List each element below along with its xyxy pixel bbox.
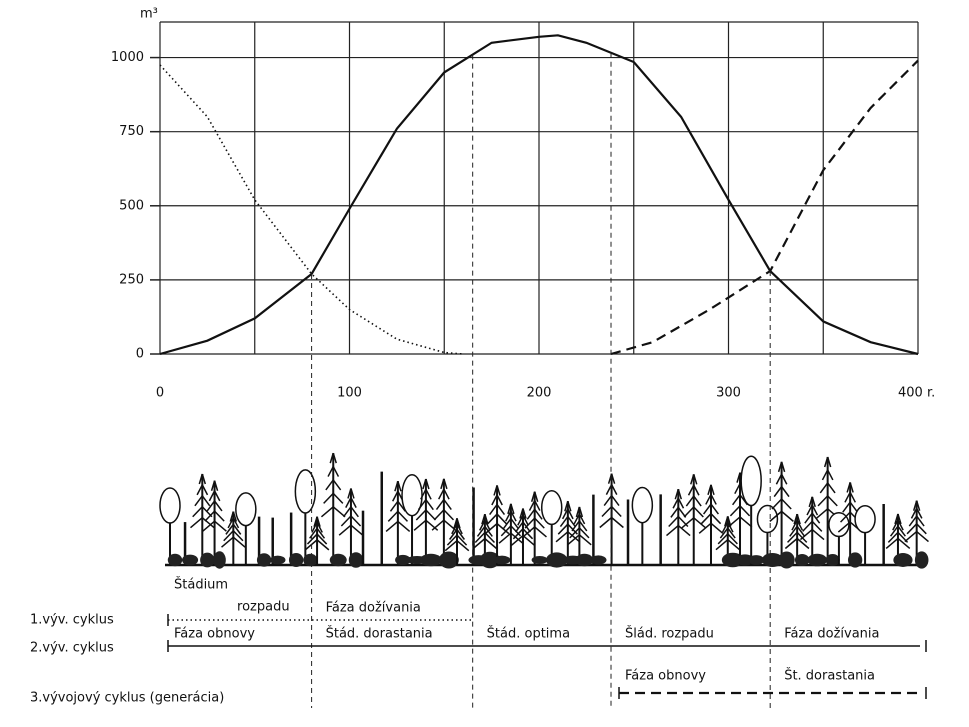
undergrowth xyxy=(546,552,568,568)
x-tick-label: 300 xyxy=(716,386,741,401)
conifer-crown xyxy=(681,474,707,529)
undergrowth xyxy=(167,553,183,567)
series-line xyxy=(610,59,919,356)
y-axis-label: m³ xyxy=(140,7,158,22)
undergrowth xyxy=(213,551,226,569)
undergrowth xyxy=(914,551,929,569)
undergrowth xyxy=(256,553,272,567)
undergrowth xyxy=(479,551,501,569)
phase-label: Šlád. rozpadu xyxy=(625,626,714,642)
series-line xyxy=(159,34,919,356)
phase-label: rozpadu xyxy=(237,600,290,615)
phase-label: Fáza obnovy xyxy=(625,669,706,684)
undergrowth xyxy=(200,552,215,568)
conifer-crown xyxy=(202,480,227,532)
deciduous-crown xyxy=(235,492,257,527)
x-tick-label: 400 r. xyxy=(898,386,935,401)
cycle-label: 1.výv. cyklus xyxy=(30,613,114,628)
undergrowth xyxy=(736,554,754,566)
phase-label: Štádium xyxy=(174,577,228,593)
undergrowth xyxy=(531,555,548,565)
conifer-crown xyxy=(599,473,624,529)
cycle-label: 2.výv. cyklus xyxy=(30,641,114,656)
deciduous-crown xyxy=(854,504,876,534)
undergrowth xyxy=(181,554,199,566)
y-tick-label: 500 xyxy=(119,198,144,213)
phase-label: Št. dorastania xyxy=(784,668,875,684)
deciduous-crown xyxy=(159,487,181,524)
undergrowth xyxy=(348,552,364,568)
y-tick-label: 750 xyxy=(119,124,144,139)
y-tick-label: 250 xyxy=(119,272,144,287)
undergrowth xyxy=(825,554,840,566)
phase-label: Fáza dožívania xyxy=(326,601,421,616)
deciduous-crown xyxy=(756,504,779,534)
conifer-crown xyxy=(769,461,794,522)
x-tick-label: 100 xyxy=(337,386,362,401)
x-tick-label: 200 xyxy=(527,386,552,401)
undergrowth xyxy=(761,553,783,567)
conifer-crown xyxy=(413,478,439,531)
y-tick-label: 0 xyxy=(136,347,144,362)
conifer-crown xyxy=(338,488,364,536)
undergrowth xyxy=(575,553,594,567)
conifer-crown xyxy=(666,488,691,537)
conifer-crown xyxy=(885,513,911,550)
undergrowth xyxy=(778,551,795,569)
phase-label: Fáza dožívania xyxy=(784,627,879,642)
conifer-crown xyxy=(320,452,346,518)
conifer-crown xyxy=(715,516,741,551)
deciduous-crown xyxy=(631,486,654,524)
conifer-crown xyxy=(567,506,592,546)
conifer-crown xyxy=(815,456,840,520)
undergrowth xyxy=(419,553,442,567)
conifer-crown xyxy=(522,491,547,538)
series-line xyxy=(159,64,464,355)
conifer-crown xyxy=(221,511,246,548)
cycle-label: 3.vývojový cyklus (generácia) xyxy=(30,691,224,706)
y-tick-label: 1000 xyxy=(111,50,144,65)
undergrowth xyxy=(303,553,318,567)
conifer-crown xyxy=(904,500,929,543)
undergrowth xyxy=(721,552,744,568)
undergrowth xyxy=(893,553,913,567)
phase-label: Štád. dorastania xyxy=(326,626,433,642)
undergrowth xyxy=(847,552,863,568)
undergrowth xyxy=(438,551,459,569)
undergrowth xyxy=(807,553,827,567)
conifer-crown xyxy=(190,473,215,529)
phase-label: Štád. optima xyxy=(487,626,570,642)
deciduous-crown xyxy=(294,469,317,514)
phase-label: Fáza obnovy xyxy=(174,627,255,642)
conifer-crown xyxy=(484,485,510,535)
undergrowth xyxy=(794,553,810,567)
undergrowth xyxy=(269,555,286,565)
conifer-crown xyxy=(698,484,724,534)
undergrowth xyxy=(329,553,347,567)
conifer-crown xyxy=(444,518,470,552)
undergrowth xyxy=(395,554,411,566)
undergrowth xyxy=(288,552,304,568)
undergrowth xyxy=(590,555,607,565)
conifer-crown xyxy=(431,478,457,531)
undergrowth xyxy=(493,555,511,565)
undergrowth xyxy=(748,555,765,565)
deciduous-crown xyxy=(540,489,563,526)
conifer-crown xyxy=(385,480,411,532)
deciduous-crown xyxy=(740,455,762,507)
forest-illustration xyxy=(159,452,929,569)
x-tick-label: 0 xyxy=(156,386,164,401)
